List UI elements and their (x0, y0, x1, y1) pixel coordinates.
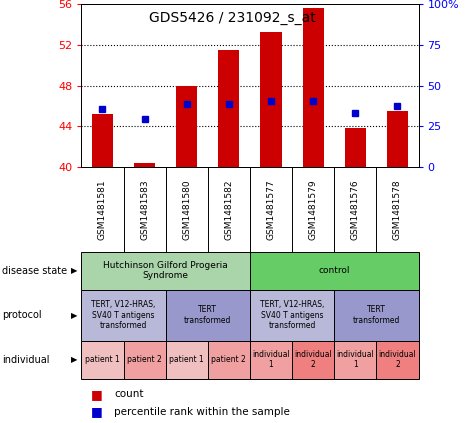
Bar (92, 114, 113, 167)
Text: ▶: ▶ (71, 266, 78, 275)
Text: individual
2: individual 2 (379, 350, 416, 369)
Text: GDS5426 / 231092_s_at: GDS5426 / 231092_s_at (149, 11, 316, 25)
Text: GSM1481577: GSM1481577 (266, 179, 275, 240)
Text: GSM1481576: GSM1481576 (351, 179, 360, 240)
Bar (176, 86, 197, 167)
Text: individual
1: individual 1 (252, 350, 290, 369)
Text: GSM1481578: GSM1481578 (393, 179, 402, 240)
Text: GSM1481580: GSM1481580 (182, 179, 191, 240)
Text: patient 2: patient 2 (127, 355, 162, 364)
Text: individual: individual (2, 354, 50, 365)
Text: ▶: ▶ (71, 355, 78, 364)
Text: individual
2: individual 2 (294, 350, 332, 369)
Text: GSM1481579: GSM1481579 (309, 179, 318, 240)
Text: TERT
transformed: TERT transformed (352, 305, 400, 325)
Text: control: control (319, 266, 350, 275)
Bar (303, 8, 324, 167)
Text: TERT, V12-HRAS,
SV40 T antigens
transformed: TERT, V12-HRAS, SV40 T antigens transfor… (91, 300, 156, 330)
Bar (260, 32, 281, 167)
Text: TERT
transformed: TERT transformed (184, 305, 232, 325)
Text: ▶: ▶ (71, 310, 78, 320)
Text: individual
1: individual 1 (336, 350, 374, 369)
Bar (387, 111, 408, 167)
Bar (219, 50, 239, 167)
Text: GSM1481583: GSM1481583 (140, 179, 149, 240)
Text: ■: ■ (91, 387, 102, 401)
Text: patient 1: patient 1 (85, 355, 120, 364)
Text: protocol: protocol (2, 310, 42, 320)
Text: Hutchinson Gilford Progeria
Syndrome: Hutchinson Gilford Progeria Syndrome (103, 261, 228, 280)
Text: GSM1481581: GSM1481581 (98, 179, 107, 240)
Text: TERT, V12-HRAS,
SV40 T antigens
transformed: TERT, V12-HRAS, SV40 T antigens transfor… (260, 300, 324, 330)
Text: percentile rank within the sample: percentile rank within the sample (114, 407, 290, 417)
Bar (345, 129, 366, 167)
Text: disease state: disease state (2, 266, 67, 276)
Text: patient 2: patient 2 (212, 355, 246, 364)
Text: patient 1: patient 1 (169, 355, 204, 364)
Text: count: count (114, 389, 143, 399)
Text: GSM1481582: GSM1481582 (225, 179, 233, 240)
Text: ■: ■ (91, 405, 102, 418)
Bar (134, 163, 155, 167)
